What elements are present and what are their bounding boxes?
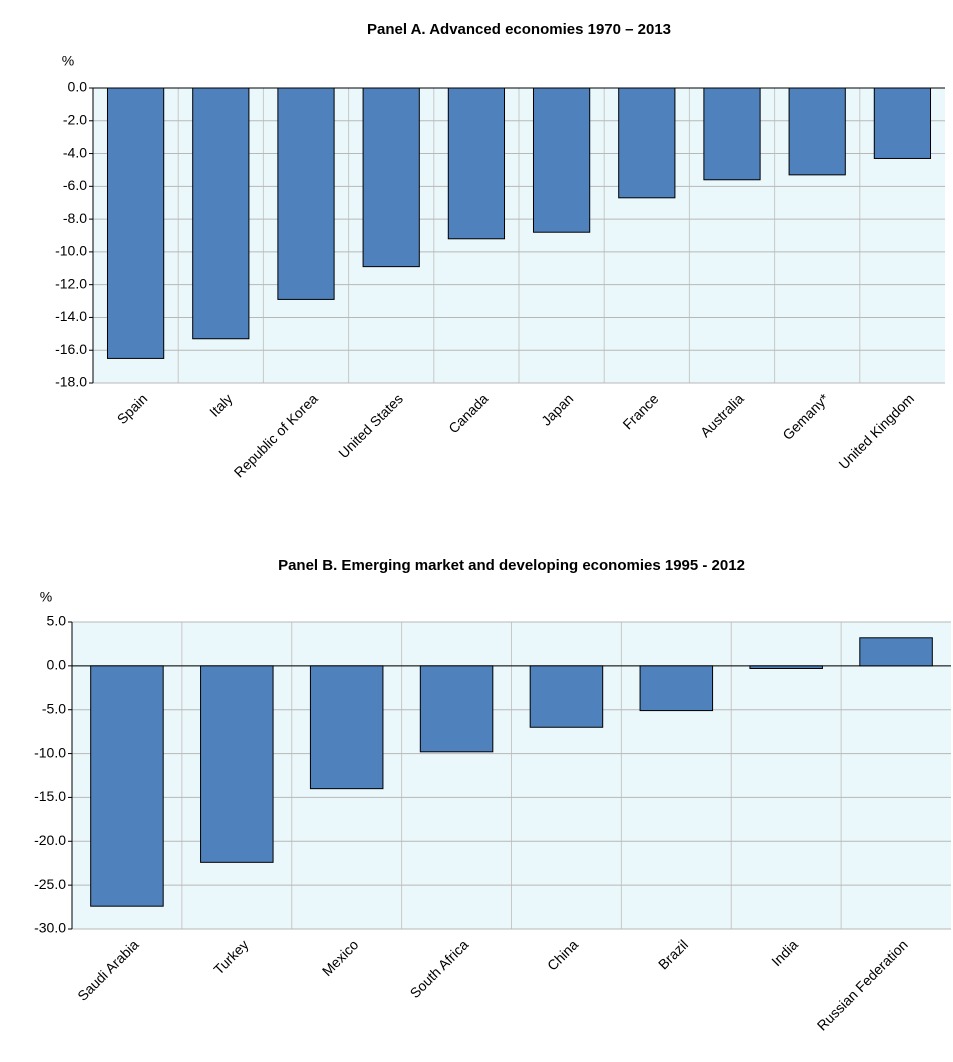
chart-title: Panel B. Emerging market and developing … bbox=[278, 557, 745, 574]
x-tick-label: Russian Federation bbox=[814, 936, 911, 1033]
bar bbox=[532, 87, 591, 233]
y-tick-label: -8.0 bbox=[63, 210, 87, 226]
x-tick-label: China bbox=[544, 936, 581, 973]
x-tick-label: Gemany* bbox=[779, 390, 832, 443]
y-unit: % bbox=[40, 589, 52, 605]
bar bbox=[90, 665, 164, 907]
y-tick-label: 0.0 bbox=[68, 79, 88, 95]
y-tick-label: 5.0 bbox=[47, 613, 67, 629]
x-tick-label: South Africa bbox=[407, 936, 472, 1001]
bar bbox=[873, 87, 932, 159]
y-tick-label: -4.0 bbox=[63, 144, 87, 160]
bar bbox=[277, 87, 335, 300]
x-tick-label: Japan bbox=[538, 390, 576, 428]
x-tick-label: India bbox=[768, 936, 801, 969]
bar bbox=[788, 87, 846, 176]
y-tick-label: -14.0 bbox=[55, 308, 87, 324]
y-tick-label: -2.0 bbox=[63, 111, 87, 127]
bar bbox=[639, 665, 714, 712]
x-tick-label: Turkey bbox=[210, 936, 251, 977]
y-tick-label: -16.0 bbox=[55, 341, 87, 357]
y-tick-label: -15.0 bbox=[34, 788, 66, 804]
y-unit: % bbox=[62, 53, 74, 69]
y-tick-label: -25.0 bbox=[34, 876, 66, 892]
y-tick-label: -12.0 bbox=[55, 275, 87, 291]
bar bbox=[859, 637, 933, 667]
y-tick-label: -20.0 bbox=[34, 832, 66, 848]
bar bbox=[529, 665, 604, 728]
bar bbox=[200, 665, 274, 863]
x-tick-label: Spain bbox=[114, 390, 151, 427]
x-tick-label: Australia bbox=[697, 390, 747, 440]
chart-title: Panel A. Advanced economies 1970 – 2013 bbox=[367, 21, 671, 38]
y-tick-label: -18.0 bbox=[55, 374, 87, 390]
x-tick-label: Saudi Arabia bbox=[74, 936, 142, 1004]
x-tick-label: Italy bbox=[206, 390, 235, 419]
y-tick-label: -10.0 bbox=[34, 744, 66, 760]
x-tick-label: Republic of Korea bbox=[231, 390, 321, 480]
y-tick-label: -5.0 bbox=[42, 700, 66, 716]
y-tick-label: 0.0 bbox=[47, 657, 67, 673]
x-tick-label: Mexico bbox=[319, 936, 362, 979]
bar bbox=[362, 87, 420, 268]
bar bbox=[192, 87, 250, 340]
bar bbox=[618, 87, 676, 199]
x-tick-label: Brazil bbox=[655, 936, 691, 972]
bar bbox=[703, 87, 761, 181]
x-tick-label: Canada bbox=[445, 390, 491, 436]
y-tick-label: -30.0 bbox=[34, 920, 66, 936]
y-tick-label: -6.0 bbox=[63, 177, 87, 193]
bar bbox=[309, 665, 384, 790]
bar bbox=[106, 87, 165, 359]
bar bbox=[447, 87, 506, 240]
x-tick-label: United States bbox=[335, 390, 406, 461]
x-tick-label: France bbox=[619, 390, 661, 432]
bar bbox=[419, 665, 494, 753]
bar bbox=[749, 665, 823, 669]
x-tick-label: United Kingdom bbox=[835, 390, 917, 472]
y-tick-label: -10.0 bbox=[55, 243, 87, 259]
